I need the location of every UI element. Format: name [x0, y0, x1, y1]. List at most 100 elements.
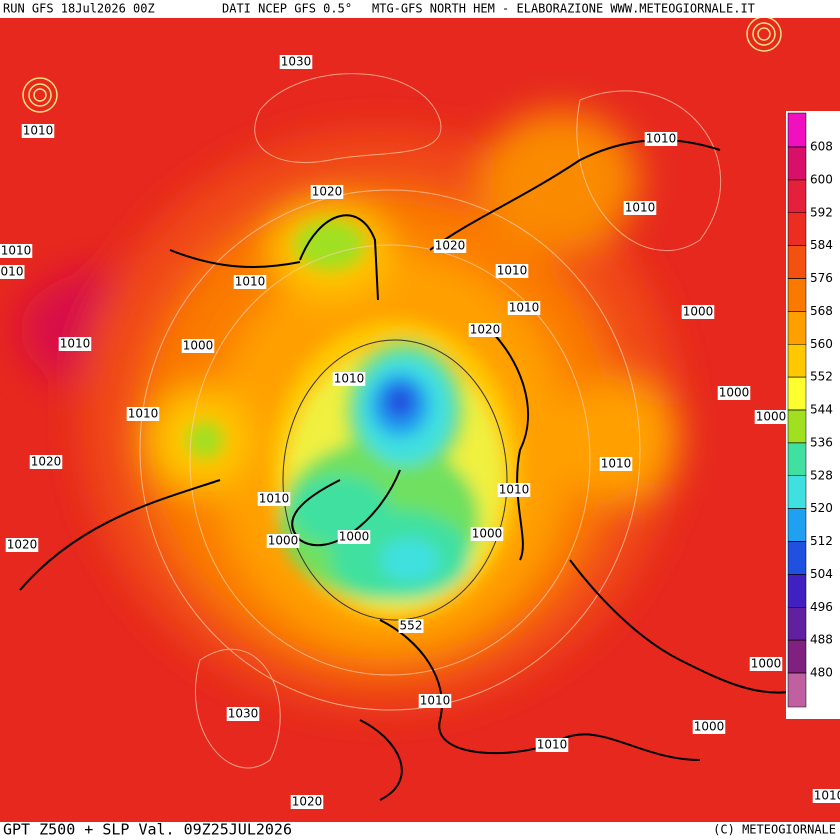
isobar-label-bg — [5, 538, 39, 552]
isobar-label-bg — [495, 264, 529, 278]
isobar-label: 1010 — [1, 244, 32, 258]
colorbar-tick-label: 600 — [810, 172, 833, 186]
colorbar-tick-label: 512 — [810, 534, 833, 548]
colorbar-swatch — [787, 212, 807, 246]
colorbar-tick-label: 536 — [810, 435, 833, 449]
credit-label: MTG-GFS NORTH HEM - ELABORAZIONE WWW.MET… — [372, 2, 755, 16]
isobar-label: 1010 — [334, 372, 365, 386]
isobar-label: 1000 — [183, 339, 214, 353]
colorbar-tick-label: 568 — [810, 304, 833, 318]
isobar-label: 1000 — [268, 534, 299, 548]
isobar-label-bg — [0, 265, 25, 279]
footer-bar — [0, 822, 840, 840]
isobar-label: 1000 — [719, 386, 750, 400]
isobar-label-bg — [226, 707, 260, 721]
colorbar-swatch — [787, 574, 807, 608]
isobar-label-bg — [418, 694, 452, 708]
isobar-label-bg — [754, 410, 788, 424]
isobar-label-bg — [21, 124, 55, 138]
colorbar-tick-label: 560 — [810, 337, 833, 351]
isobar-label-bg — [266, 534, 300, 548]
isobar-label-bg — [398, 619, 424, 633]
colorbar-swatch — [787, 311, 807, 345]
isobar-label-bg — [692, 720, 726, 734]
isobar-label: 1010 — [537, 738, 568, 752]
isobar-label-bg — [507, 301, 541, 315]
isobar-label: 1010 — [60, 337, 91, 351]
colorbar-swatch — [787, 278, 807, 312]
isobar-label-bg — [749, 657, 783, 671]
isobar-label-bg — [58, 337, 92, 351]
isobar-label-bg — [535, 738, 569, 752]
colorbar-tick-label: 504 — [810, 567, 833, 581]
isobar-label: 1010 — [235, 275, 266, 289]
colorbar-tick-label: 592 — [810, 205, 833, 219]
isobar-label-bg — [681, 305, 715, 319]
isobar-label-bg — [623, 201, 657, 215]
isobar-label: 1020 — [312, 185, 343, 199]
source-label: DATI NCEP GFS 0.5° — [222, 2, 352, 16]
isobar-label: 1010 — [23, 124, 54, 138]
colorbar-swatch — [787, 541, 807, 575]
isobar-label: 010 — [1, 265, 24, 279]
colorbar-tick-label: 528 — [810, 468, 833, 482]
isobar-label: 1010 — [497, 264, 528, 278]
isobar-label: 1010 — [420, 694, 451, 708]
isobar-label: 1000 — [756, 410, 787, 424]
copyright: (C) METEOGIORNALE — [713, 823, 836, 837]
height-field — [0, 16, 840, 822]
colorbar-swatch — [787, 508, 807, 542]
isobar-label: 1000 — [751, 657, 782, 671]
isobar-label-bg — [181, 339, 215, 353]
isobar-label: 1010 — [499, 483, 530, 497]
colorbar-swatch — [787, 112, 807, 148]
isobar-label-bg — [332, 372, 366, 386]
isobar-label: 1000 — [472, 527, 503, 541]
colorbar-tick-label: 552 — [810, 370, 833, 384]
isobar-label: 1000 — [683, 305, 714, 319]
colorbar-tick-label: 584 — [810, 238, 833, 252]
isobar-label: 1010 — [601, 457, 632, 471]
isobar-label-bg — [233, 275, 267, 289]
isobar-label-bg — [126, 407, 160, 421]
isobar-label-bg — [337, 530, 371, 544]
colorbar-swatch — [787, 376, 807, 411]
colorbar-swatch — [787, 344, 807, 378]
isobar-label-bg — [812, 789, 840, 803]
isobar-label: 1030 — [228, 707, 259, 721]
footer-title: GPT Z500 + SLP Val. 09Z25JUL2026 — [3, 821, 292, 839]
isobar-label: 1030 — [281, 55, 312, 69]
colorbar-swatch — [787, 179, 807, 213]
colorbar-tick-label: 496 — [810, 600, 833, 614]
isobar-label-bg — [497, 483, 531, 497]
isobar-label: 1020 — [470, 323, 501, 337]
isobar-label-bg — [29, 455, 63, 469]
isobar-label: 1020 — [31, 455, 62, 469]
colorbar-tick-label: 520 — [810, 501, 833, 515]
isobar-label: 1000 — [694, 720, 725, 734]
isobar-label-bg — [433, 239, 467, 253]
colorbar-swatch — [787, 672, 807, 708]
isobar-label-bg — [717, 386, 751, 400]
colorbar-tick-label: 480 — [810, 666, 833, 680]
isobar-label: 1010 — [259, 492, 290, 506]
isobar-label: 552 — [400, 619, 423, 633]
isobar-label: 1020 — [435, 239, 466, 253]
run-label: RUN GFS 18Jul2026 00Z — [3, 2, 155, 16]
isobar-label-bg — [644, 132, 678, 146]
header-bar — [0, 0, 840, 18]
isobar-label: 1010 — [646, 132, 677, 146]
isobar-labels: 1030 1010 1010 1010 1020 1010 010 1010 1020 1010 1… — [0, 55, 840, 809]
colorbar-tick-label: 544 — [810, 403, 833, 417]
isobar-label-bg — [468, 323, 502, 337]
isobar-label-bg — [470, 527, 504, 541]
isobar-label-bg — [279, 55, 313, 69]
colorbar-swatch — [787, 409, 807, 444]
colorbar-swatch — [787, 639, 807, 674]
colorbar-swatch — [787, 475, 807, 509]
isobar-label-bg — [257, 492, 291, 506]
isobar-label-bg — [290, 795, 324, 809]
isobar-label: 1010 — [128, 407, 159, 421]
colorbar-swatch — [787, 146, 807, 181]
